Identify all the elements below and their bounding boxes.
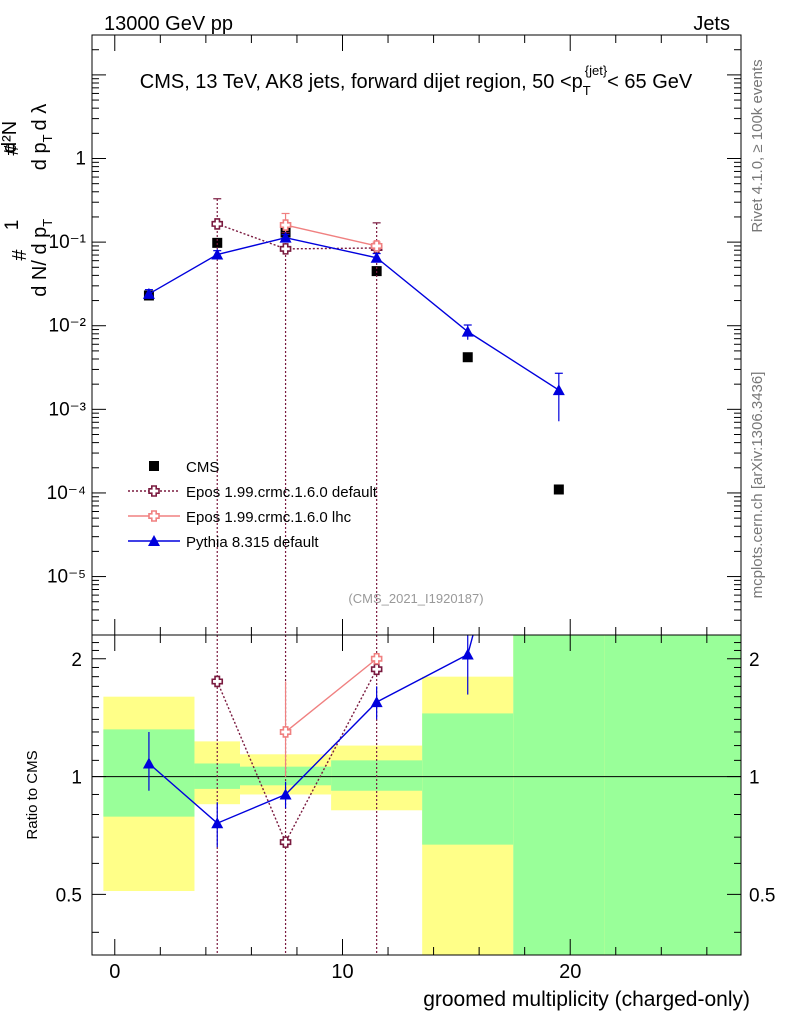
mcplots-label: mcplots.cern.ch [arXiv:1306.3436] xyxy=(749,372,766,599)
band-inner-6 xyxy=(604,635,741,955)
legend-marker-2 xyxy=(148,510,160,522)
ratio-frame xyxy=(91,634,742,956)
legend-label-2: Epos 1.99.crmc.1.6.0 lhc xyxy=(186,509,352,526)
series-0-ratio-marker-0 xyxy=(211,675,224,688)
legend-label-3: Pythia 8.315 default xyxy=(186,534,319,551)
ratio-ytick-label-l-0: 0.5 xyxy=(56,885,82,906)
main-ytick-label-0: 10⁻⁵ xyxy=(47,567,86,588)
x-axis-label: groomed multiplicity (charged-only) xyxy=(423,988,750,1011)
series-2-main-marker-3 xyxy=(370,251,383,263)
series-2-main-marker-5 xyxy=(552,384,565,396)
svg-text:#1d N/ d pT #d²Nd pTd: #1d N/ d pT #d²Nd pTd λ xyxy=(0,104,57,297)
series-0-ratio-marker-2 xyxy=(370,663,383,676)
series-2-main-marker-4 xyxy=(461,325,474,337)
main-ytick-label-1: 10⁻⁴ xyxy=(47,483,86,504)
ratio-ytick-label-r-2: 2 xyxy=(749,650,760,671)
band-inner-4 xyxy=(422,713,514,845)
series-1-main-marker-1 xyxy=(370,240,383,252)
series-2-ratio-marker-0 xyxy=(142,757,155,769)
rivet-label: Rivet 4.1.0, ≥ 100k events xyxy=(749,59,766,232)
legend-label-0: CMS xyxy=(186,459,219,476)
xtick-label-2: 20 xyxy=(559,961,581,983)
main-ytick-label-2: 10⁻³ xyxy=(49,399,87,420)
series-2-ratio-marker-3 xyxy=(370,696,383,708)
series-2-ratio-marker-5 xyxy=(553,310,565,321)
cms-point-4 xyxy=(462,352,473,363)
xtick-label-0: 0 xyxy=(109,961,120,983)
series-1-main-marker-0 xyxy=(279,219,292,231)
series-1-ratio-marker-1 xyxy=(370,652,383,665)
series-1-ratio-line xyxy=(285,658,378,733)
series-0-main-marker-1 xyxy=(279,243,292,255)
ratio-ytick-label-r-0: 0.5 xyxy=(749,885,775,906)
legend-marker-3 xyxy=(148,535,160,546)
series-0-ratio-line xyxy=(216,668,378,844)
series-2-main-marker-2 xyxy=(279,231,292,243)
header-right: Jets xyxy=(693,13,730,35)
series-2-main-marker-1 xyxy=(211,248,224,260)
main-ylabel: #1d N/ d pT #d²Nd pTd λ xyxy=(0,104,57,297)
main-ytick-label-4: 10⁻¹ xyxy=(49,232,87,253)
legend-label-1: Epos 1.99.crmc.1.6.0 default xyxy=(186,484,378,501)
cms-point-1 xyxy=(212,237,223,248)
plot-title: CMS, 13 TeV, AK8 jets, forward dijet reg… xyxy=(140,63,693,98)
series-2-main-marker-0 xyxy=(142,287,155,299)
main-ytick-label-5: 1 xyxy=(75,149,86,170)
series-1-ratio-marker-0 xyxy=(279,726,292,738)
main-ytick-label-3: 10⁻² xyxy=(49,316,87,337)
series-1-main-line xyxy=(285,224,377,247)
series-2-ratio-marker-4 xyxy=(461,648,474,660)
series-0-ratio-marker-1 xyxy=(279,836,292,848)
ratio-ytick-label-l-2: 2 xyxy=(71,650,82,671)
legend-marker-1 xyxy=(148,485,160,497)
band-inner-5 xyxy=(513,635,605,955)
ratio-ytick-label-l-1: 1 xyxy=(71,768,82,789)
xtick-label-1: 10 xyxy=(331,961,353,983)
cms-point-5 xyxy=(553,484,564,495)
ratio-panel: 0 10 20 0.5 0.5 1 1 2 2 Ratio to CMS xyxy=(24,310,775,983)
series-2-ratio-marker-2 xyxy=(279,788,292,800)
series-2-ratio-line xyxy=(148,635,474,825)
main-panel: 10⁻⁵ 10⁻⁴ 10⁻³ 10⁻² 10⁻¹ 1 CMS, 13 TeV, AK8 j… xyxy=(0,34,742,636)
ratio-ytick-label-r-1: 1 xyxy=(749,768,760,789)
header-left: 13000 GeV pp xyxy=(104,13,233,35)
legend-marker-cms xyxy=(149,461,159,471)
series-0-main-marker-0 xyxy=(211,218,224,230)
analysis-tag: (CMS_2021_I1920187) xyxy=(348,591,483,606)
series-2-main-line xyxy=(148,236,560,391)
ratio-ylabel: Ratio to CMS xyxy=(24,750,41,839)
legend: CMS Epos 1.99.crmc.1.6.0 default Epos 1.99… xyxy=(128,459,378,551)
series-2-ratio-marker-1 xyxy=(211,817,224,829)
